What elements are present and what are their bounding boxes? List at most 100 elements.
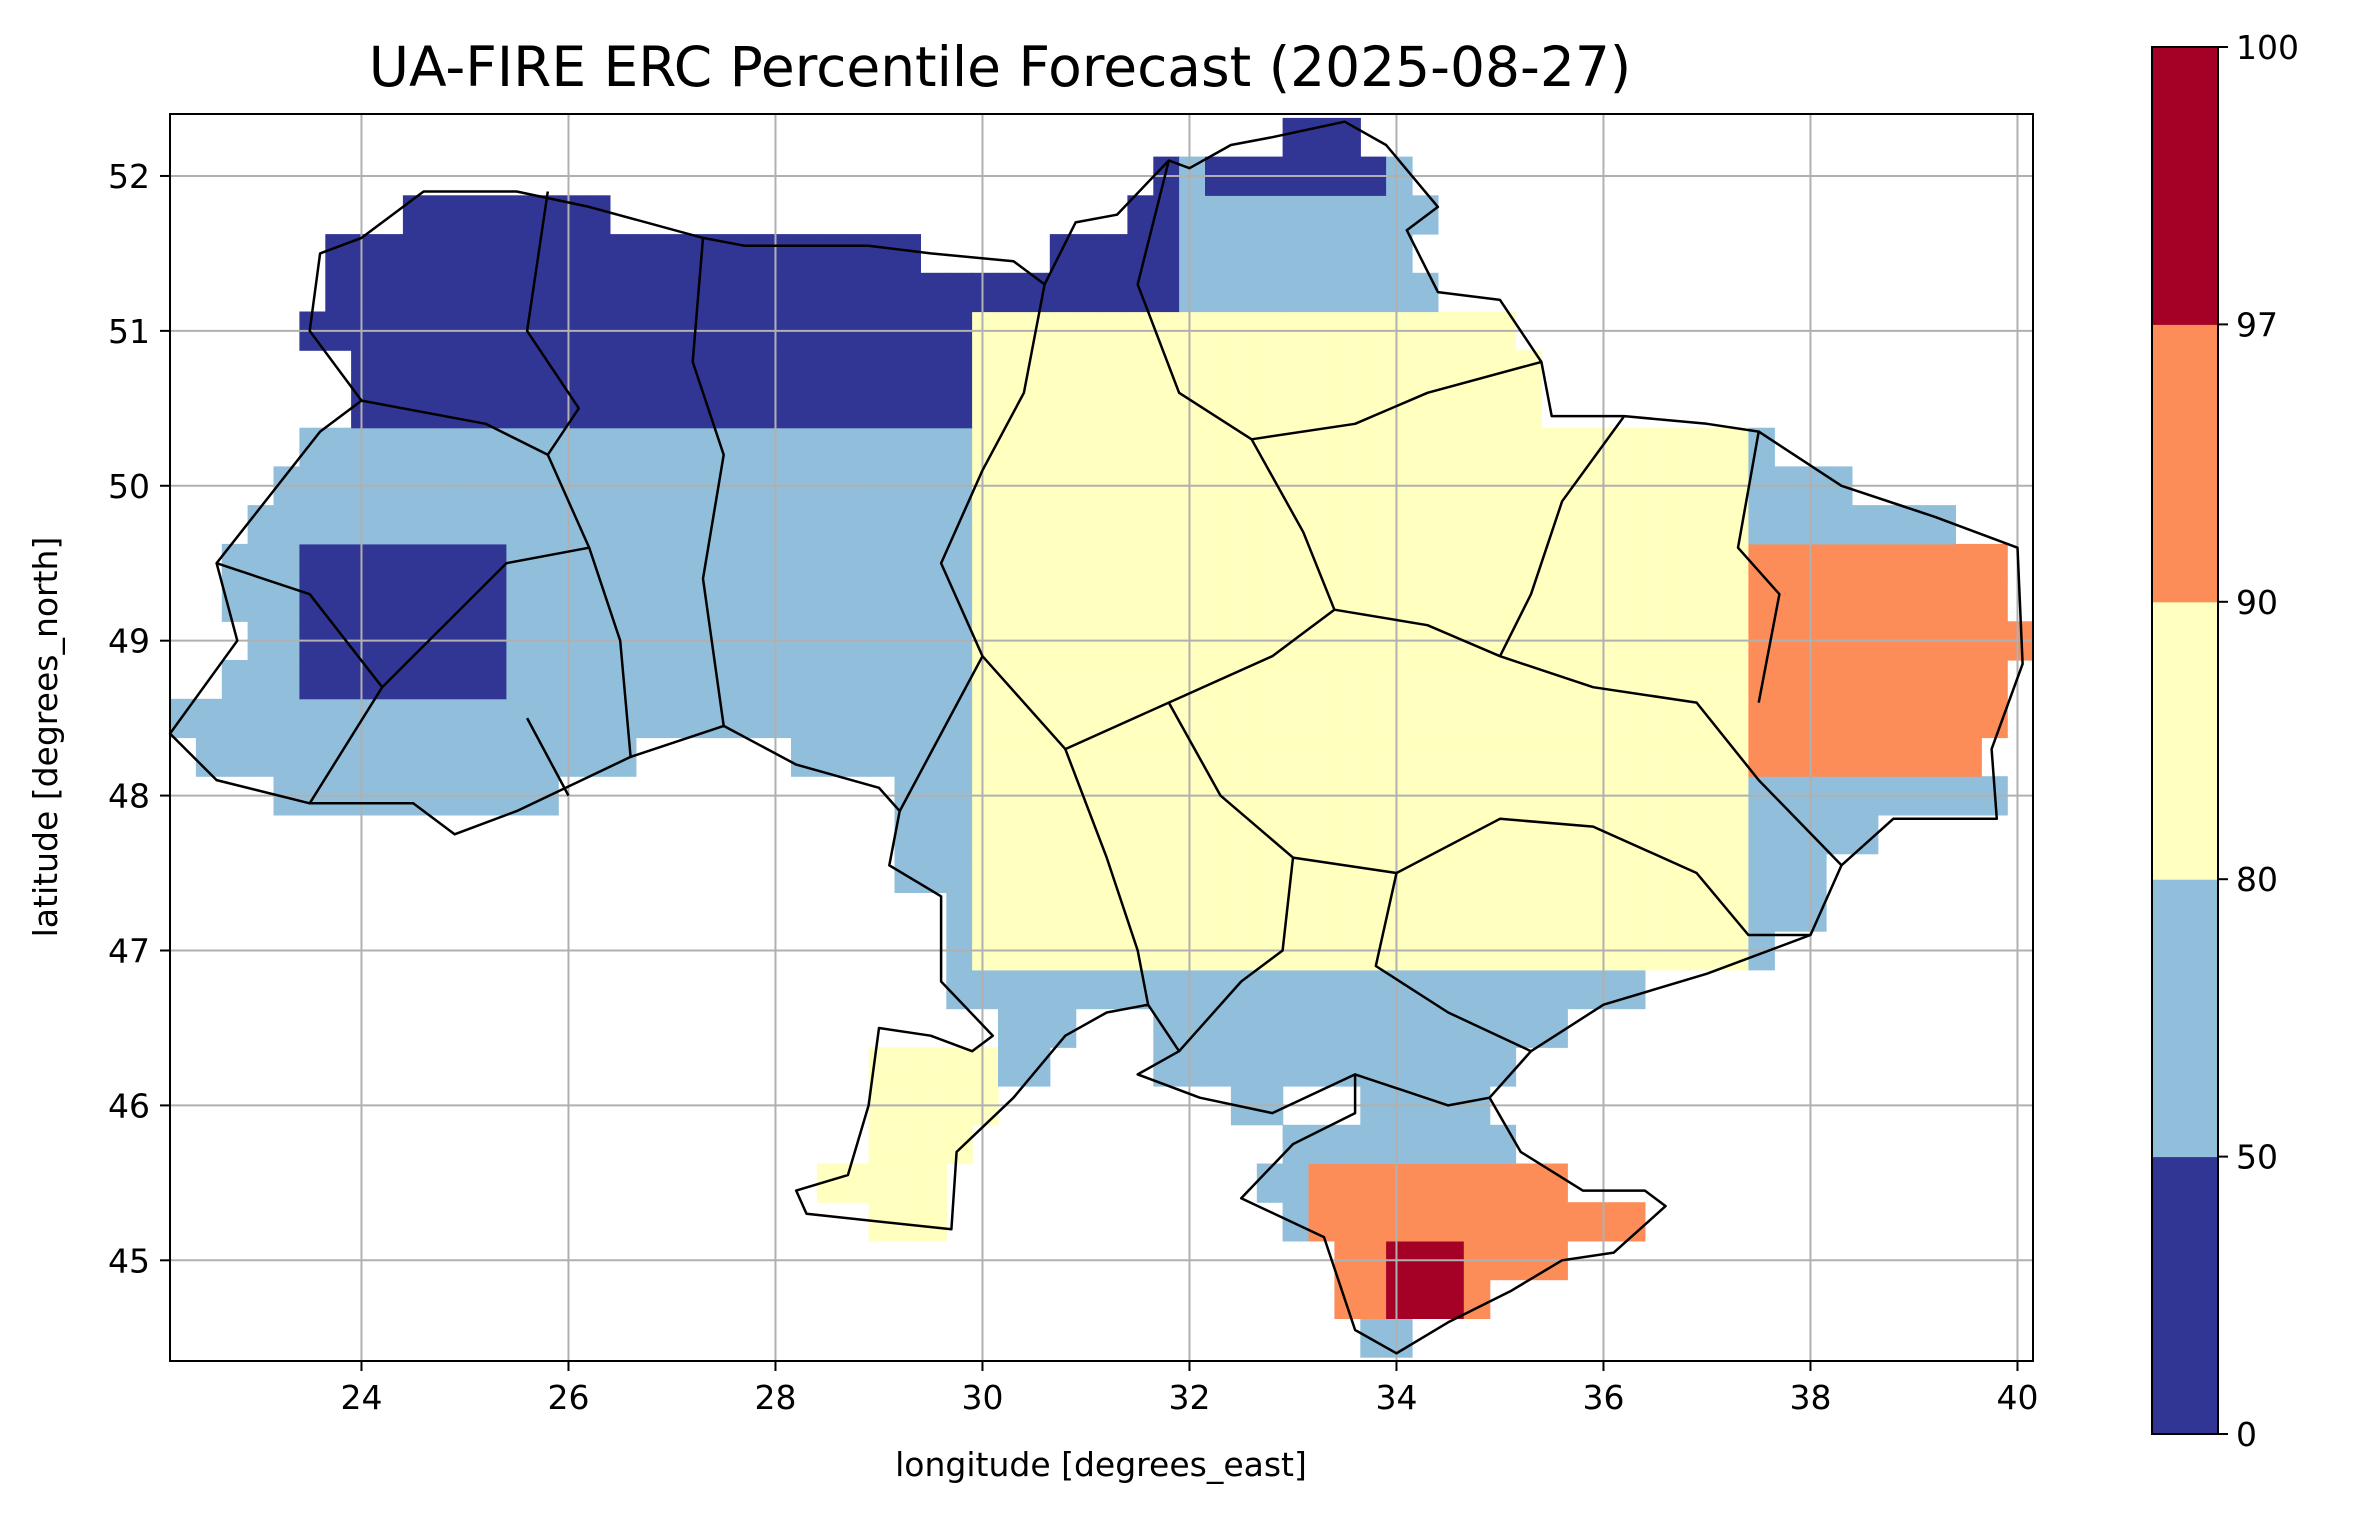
colorbar-tick-label: 100 (2236, 28, 2299, 67)
raster-cell (1101, 969, 1128, 1010)
raster-cell (1360, 853, 1387, 893)
raster-cell (868, 505, 896, 545)
raster-cell (894, 1124, 921, 1165)
raster-cell (1412, 892, 1439, 932)
raster-cell (584, 660, 611, 700)
y-tick-label: 52 (108, 157, 150, 196)
raster-cell (1230, 272, 1258, 313)
raster-cell (273, 660, 300, 700)
raster-cell (1670, 698, 1698, 739)
raster-cell (1360, 969, 1387, 1010)
raster-cell (1282, 272, 1310, 313)
oblast-border (525, 191, 581, 456)
raster-cell (1489, 389, 1517, 429)
raster-cell (1282, 543, 1310, 584)
raster-cell (1877, 505, 1905, 545)
raster-cell (351, 389, 378, 429)
raster-cell (1386, 737, 1413, 777)
raster-cell (1515, 389, 1542, 429)
raster-cell (609, 698, 637, 739)
raster-cell (1437, 1202, 1465, 1242)
raster-cell (816, 272, 844, 313)
raster-cell (1437, 1047, 1465, 1087)
raster-cell (1800, 582, 1827, 622)
raster-cell (428, 505, 456, 545)
raster-cell (221, 660, 249, 700)
raster-cell (868, 737, 896, 777)
raster-cell (351, 505, 378, 545)
raster-cell (273, 737, 300, 777)
raster-cell (1334, 272, 1361, 313)
raster-cell (1386, 543, 1413, 584)
raster-cell (273, 543, 300, 584)
raster-cell (868, 272, 896, 313)
raster-cell (1230, 698, 1258, 739)
raster-cell (1593, 853, 1620, 893)
raster-cell (972, 389, 999, 429)
raster-cell (1619, 582, 1646, 622)
raster-cell (1541, 853, 1568, 893)
raster-cell (1308, 1124, 1335, 1165)
raster-cell (791, 737, 818, 777)
raster-cell (868, 350, 896, 390)
raster-cell (1282, 234, 1310, 274)
raster-cell (1826, 505, 1853, 545)
raster-cell (1308, 1163, 1335, 1203)
raster-cell (1308, 195, 1335, 235)
raster-cell (1256, 350, 1284, 390)
raster-cell (1437, 660, 1465, 700)
raster-cell (1153, 543, 1180, 584)
raster-cell (1981, 660, 2008, 700)
raster-cell (868, 234, 896, 274)
raster-cell (661, 427, 689, 467)
raster-cell (1153, 427, 1180, 467)
raster-cell (1619, 892, 1646, 932)
raster-cell (1670, 427, 1698, 467)
raster-cell (739, 660, 766, 700)
raster-cell (1412, 1124, 1439, 1165)
raster-cell (713, 543, 740, 584)
raster-cell (1722, 543, 1749, 584)
raster-cell (1308, 815, 1335, 855)
raster-cell (1075, 389, 1103, 429)
raster-cell (1463, 660, 1491, 700)
raster-cell (842, 582, 870, 622)
raster-cell (1670, 892, 1698, 932)
raster-cell (1205, 1008, 1232, 1048)
raster-cell (1463, 543, 1491, 584)
colorbar: 0 50 80 90 97 100 (2151, 28, 2299, 1454)
raster-cell (1075, 272, 1103, 313)
raster-cell (1722, 815, 1749, 855)
raster-cell (1256, 698, 1284, 739)
raster-cell (894, 427, 921, 467)
raster-cell (998, 1008, 1025, 1048)
raster-cell (532, 427, 559, 467)
raster-cell (1800, 660, 1827, 700)
raster-cell (1023, 853, 1051, 893)
raster-cell (1075, 892, 1103, 932)
raster-cell (1412, 1279, 1439, 1319)
raster-cell (1877, 582, 1905, 622)
raster-cell (1437, 543, 1465, 584)
raster-cell (1412, 272, 1439, 313)
raster-cell (1049, 427, 1077, 467)
raster-cell (1670, 737, 1698, 777)
raster-cell (635, 350, 663, 390)
raster-cell (1774, 737, 1801, 777)
raster-cell (1774, 853, 1801, 893)
raster-cell (1567, 737, 1594, 777)
raster-cell (998, 1047, 1025, 1087)
raster-cell (506, 234, 533, 274)
oblast-border (1251, 360, 1542, 441)
raster-cell (1153, 892, 1180, 932)
raster-cell (1127, 350, 1154, 390)
raster-cell (584, 272, 611, 313)
raster-cell (1256, 1047, 1284, 1087)
raster-cell (1386, 815, 1413, 855)
raster-cell (1437, 1124, 1465, 1165)
raster-cell (920, 815, 947, 855)
raster-cell (1386, 272, 1413, 313)
raster-cell (1256, 505, 1284, 545)
raster-cell (1412, 853, 1439, 893)
